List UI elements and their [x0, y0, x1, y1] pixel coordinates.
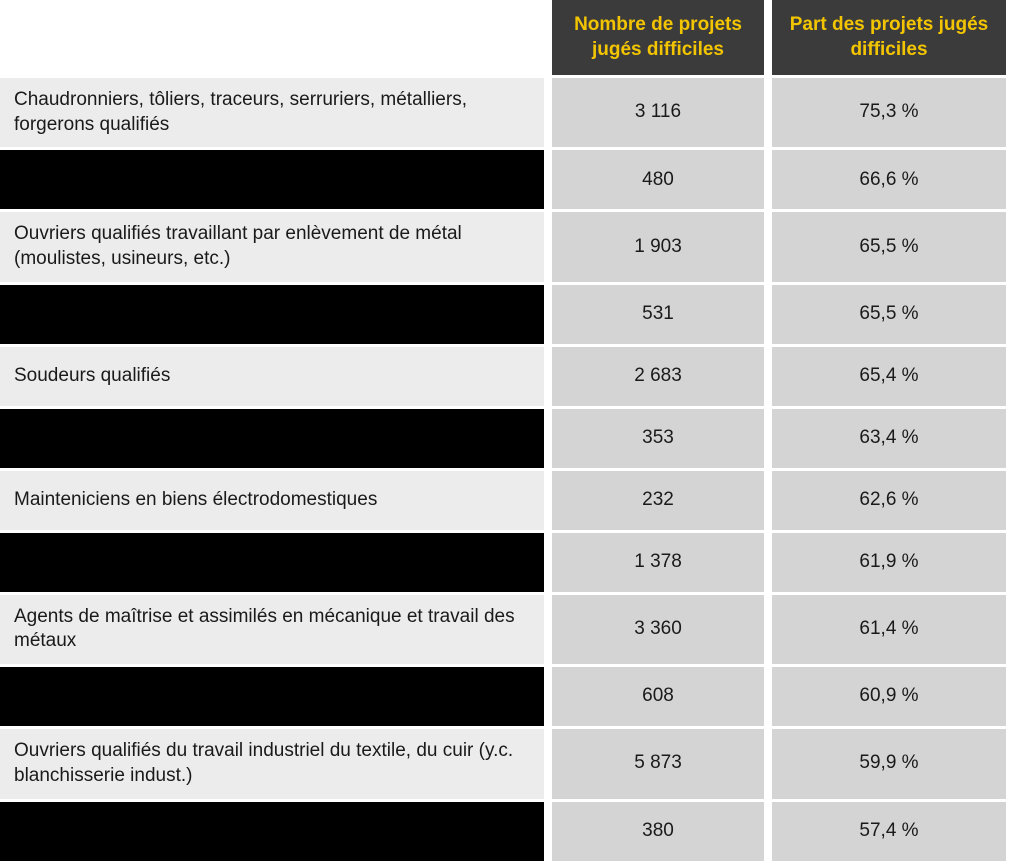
cell-count: 480	[552, 150, 772, 212]
table-row: Ouvriers qualifiés travaillant par enlèv…	[0, 212, 1024, 284]
table-row: Mainteniciens en biens électrodomestique…	[0, 471, 1024, 533]
cell-share: 65,5 %	[772, 212, 1006, 284]
table-body: Chaudronniers, tôliers, traceurs, serrur…	[0, 78, 1024, 864]
cell-label	[0, 533, 552, 595]
cell-share: 61,4 %	[772, 595, 1006, 667]
cell-label	[0, 285, 552, 347]
cell-label	[0, 409, 552, 471]
cell-label	[0, 802, 552, 864]
table-row: 38057,4 %	[0, 802, 1024, 864]
cell-count: 3 360	[552, 595, 772, 667]
table-row: 60860,9 %	[0, 667, 1024, 729]
cell-label: Ouvriers qualifiés du travail industriel…	[0, 729, 552, 801]
cell-count: 531	[552, 285, 772, 347]
table-row: Soudeurs qualifiés2 68365,4 %	[0, 347, 1024, 409]
projects-difficulty-table: Nombre de projets jugés difficiles Part …	[0, 0, 1024, 864]
table-row: 35363,4 %	[0, 409, 1024, 471]
header-count: Nombre de projets jugés difficiles	[552, 0, 772, 78]
table-row: Agents de maîtrise et assimilés en mécan…	[0, 595, 1024, 667]
cell-label: Chaudronniers, tôliers, traceurs, serrur…	[0, 78, 552, 150]
table-row: 1 37861,9 %	[0, 533, 1024, 595]
cell-count: 608	[552, 667, 772, 729]
header-share: Part des projets jugés difficiles	[772, 0, 1006, 78]
cell-share: 62,6 %	[772, 471, 1006, 533]
cell-share: 63,4 %	[772, 409, 1006, 471]
cell-count: 5 873	[552, 729, 772, 801]
cell-share: 61,9 %	[772, 533, 1006, 595]
cell-label	[0, 667, 552, 729]
cell-count: 2 683	[552, 347, 772, 409]
cell-count: 232	[552, 471, 772, 533]
cell-share: 60,9 %	[772, 667, 1006, 729]
header-label-blank	[0, 0, 552, 78]
cell-count: 3 116	[552, 78, 772, 150]
table-row: Ouvriers qualifiés du travail industriel…	[0, 729, 1024, 801]
cell-label: Mainteniciens en biens électrodomestique…	[0, 471, 552, 533]
cell-share: 57,4 %	[772, 802, 1006, 864]
cell-share: 66,6 %	[772, 150, 1006, 212]
cell-count: 1 903	[552, 212, 772, 284]
table-row: Chaudronniers, tôliers, traceurs, serrur…	[0, 78, 1024, 150]
cell-count: 380	[552, 802, 772, 864]
cell-label	[0, 150, 552, 212]
cell-share: 75,3 %	[772, 78, 1006, 150]
table-row: 53165,5 %	[0, 285, 1024, 347]
cell-share: 65,5 %	[772, 285, 1006, 347]
table-row: 48066,6 %	[0, 150, 1024, 212]
cell-label: Ouvriers qualifiés travaillant par enlèv…	[0, 212, 552, 284]
cell-count: 1 378	[552, 533, 772, 595]
cell-count: 353	[552, 409, 772, 471]
cell-share: 59,9 %	[772, 729, 1006, 801]
cell-label: Soudeurs qualifiés	[0, 347, 552, 409]
cell-label: Agents de maîtrise et assimilés en mécan…	[0, 595, 552, 667]
table-header-row: Nombre de projets jugés difficiles Part …	[0, 0, 1024, 78]
cell-share: 65,4 %	[772, 347, 1006, 409]
